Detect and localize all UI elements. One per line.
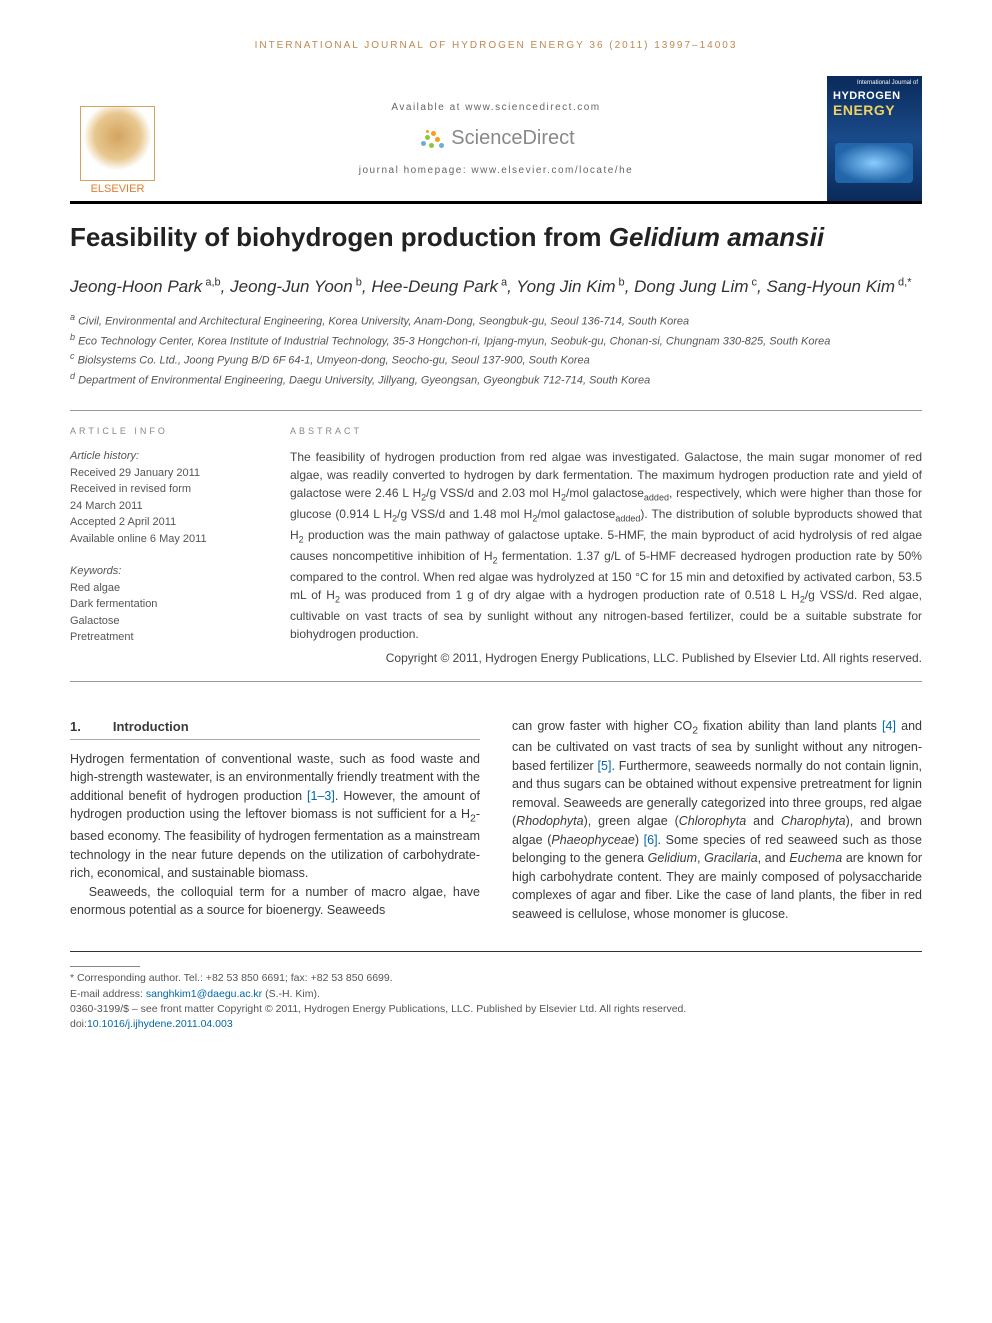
- email-link[interactable]: sanghkim1@daegu.ac.kr: [146, 988, 262, 1000]
- abstract-text: The feasibility of hydrogen production f…: [290, 448, 922, 642]
- abstract-copyright: Copyright © 2011, Hydrogen Energy Public…: [290, 649, 922, 667]
- article-info-header: ARTICLE INFO: [70, 425, 262, 439]
- title-species: Gelidium amansii: [609, 222, 824, 252]
- section-title: Introduction: [113, 717, 189, 736]
- history-line: Available online 6 May 2011: [70, 531, 262, 548]
- sciencedirect-wordmark: ScienceDirect: [451, 127, 574, 150]
- available-at-line: Available at www.sciencedirect.com: [391, 102, 600, 113]
- cover-line3: ENERGY: [827, 102, 922, 118]
- history-line: 24 March 2011: [70, 498, 262, 515]
- elsevier-tree-icon: [80, 106, 155, 181]
- history-line: Received 29 January 2011: [70, 465, 262, 482]
- doi-link[interactable]: 10.1016/j.ijhydene.2011.04.003: [87, 1018, 233, 1030]
- issn-copyright-line: 0360-3199/$ – see front matter Copyright…: [70, 1002, 922, 1017]
- journal-homepage-line: journal homepage: www.elsevier.com/locat…: [359, 165, 633, 176]
- sciencedirect-logo: ScienceDirect: [417, 127, 574, 151]
- keyword: Red algae: [70, 580, 262, 597]
- affiliation-b: b Eco Technology Center, Korea Institute…: [70, 331, 922, 351]
- article-history-label: Article history:: [70, 448, 262, 465]
- title-plain: Feasibility of biohydrogen production fr…: [70, 222, 609, 252]
- masthead-center: Available at www.sciencedirect.com Scien…: [165, 76, 827, 201]
- keyword: Dark fermentation: [70, 596, 262, 613]
- article-title: Feasibility of biohydrogen production fr…: [70, 222, 922, 253]
- doi-line: doi:10.1016/j.ijhydene.2011.04.003: [70, 1017, 922, 1032]
- body-column-right: can grow faster with higher CO2 fixation…: [512, 717, 922, 924]
- cover-image-icon: [835, 143, 913, 183]
- elsevier-wordmark: ELSEVIER: [91, 183, 145, 195]
- page-footer: * Corresponding author. Tel.: +82 53 850…: [70, 951, 922, 1032]
- keyword: Galactose: [70, 613, 262, 630]
- keywords-label: Keywords:: [70, 563, 262, 580]
- section-number: 1.: [70, 717, 81, 736]
- journal-citation-header: INTERNATIONAL JOURNAL OF HYDROGEN ENERGY…: [70, 40, 922, 51]
- article-info-block: ARTICLE INFO Article history: Received 2…: [70, 425, 262, 667]
- info-abstract-row: ARTICLE INFO Article history: Received 2…: [70, 410, 922, 682]
- abstract-block: ABSTRACT The feasibility of hydrogen pro…: [290, 425, 922, 667]
- cover-line2: HYDROGEN: [827, 90, 922, 102]
- affiliation-c: c Biolsystems Co. Ltd., Joong Pyung B/D …: [70, 350, 922, 370]
- body-paragraph: can grow faster with higher CO2 fixation…: [512, 717, 922, 924]
- history-line: Accepted 2 April 2011: [70, 514, 262, 531]
- keyword: Pretreatment: [70, 629, 262, 646]
- author-list: Jeong-Hoon Park a,b, Jeong-Jun Yoon b, H…: [70, 275, 922, 299]
- abstract-header: ABSTRACT: [290, 425, 922, 439]
- masthead-block: ELSEVIER Available at www.sciencedirect.…: [70, 76, 922, 204]
- elsevier-logo: ELSEVIER: [70, 76, 165, 201]
- affiliation-d: d Department of Environmental Engineerin…: [70, 370, 922, 390]
- body-two-column: 1. Introduction Hydrogen fermentation of…: [70, 717, 922, 924]
- cover-line1: International Journal of: [827, 76, 922, 90]
- affiliations-block: a Civil, Environmental and Architectural…: [70, 311, 922, 390]
- journal-cover-thumbnail: International Journal of HYDROGEN ENERGY: [827, 76, 922, 201]
- section-heading-1: 1. Introduction: [70, 717, 480, 740]
- body-paragraph: Seaweeds, the colloquial term for a numb…: [70, 883, 480, 920]
- corresponding-author: * Corresponding author. Tel.: +82 53 850…: [70, 971, 922, 986]
- email-line: E-mail address: sanghkim1@daegu.ac.kr (S…: [70, 987, 922, 1002]
- sciencedirect-swirl-icon: [417, 127, 445, 151]
- body-column-left: 1. Introduction Hydrogen fermentation of…: [70, 717, 480, 924]
- history-line: Received in revised form: [70, 481, 262, 498]
- affiliation-a: a Civil, Environmental and Architectural…: [70, 311, 922, 331]
- body-paragraph: Hydrogen fermentation of conventional wa…: [70, 750, 480, 883]
